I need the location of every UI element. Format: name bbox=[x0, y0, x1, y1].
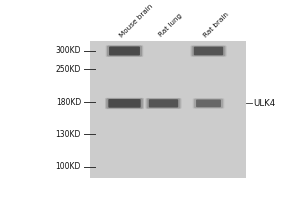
FancyBboxPatch shape bbox=[193, 98, 224, 109]
Text: Mouse brain: Mouse brain bbox=[119, 3, 154, 38]
FancyBboxPatch shape bbox=[194, 47, 223, 55]
FancyBboxPatch shape bbox=[108, 99, 141, 108]
FancyBboxPatch shape bbox=[146, 98, 182, 109]
Text: 300KD: 300KD bbox=[56, 46, 81, 55]
FancyBboxPatch shape bbox=[106, 98, 143, 109]
FancyBboxPatch shape bbox=[149, 99, 178, 108]
FancyBboxPatch shape bbox=[109, 46, 140, 55]
FancyBboxPatch shape bbox=[105, 98, 144, 109]
FancyBboxPatch shape bbox=[106, 45, 143, 57]
FancyBboxPatch shape bbox=[194, 99, 223, 108]
FancyBboxPatch shape bbox=[107, 46, 142, 56]
Text: ULK4: ULK4 bbox=[254, 99, 276, 108]
Text: 100KD: 100KD bbox=[56, 162, 81, 171]
FancyBboxPatch shape bbox=[196, 99, 221, 107]
Text: 250KD: 250KD bbox=[56, 65, 81, 74]
Bar bbox=[90, 41, 246, 178]
Text: 130KD: 130KD bbox=[56, 130, 81, 139]
Text: Rat brain: Rat brain bbox=[203, 11, 230, 38]
FancyBboxPatch shape bbox=[190, 45, 226, 57]
FancyBboxPatch shape bbox=[192, 46, 225, 56]
Text: 180KD: 180KD bbox=[56, 98, 81, 107]
FancyBboxPatch shape bbox=[147, 98, 180, 108]
Text: Rat lung: Rat lung bbox=[158, 13, 183, 38]
